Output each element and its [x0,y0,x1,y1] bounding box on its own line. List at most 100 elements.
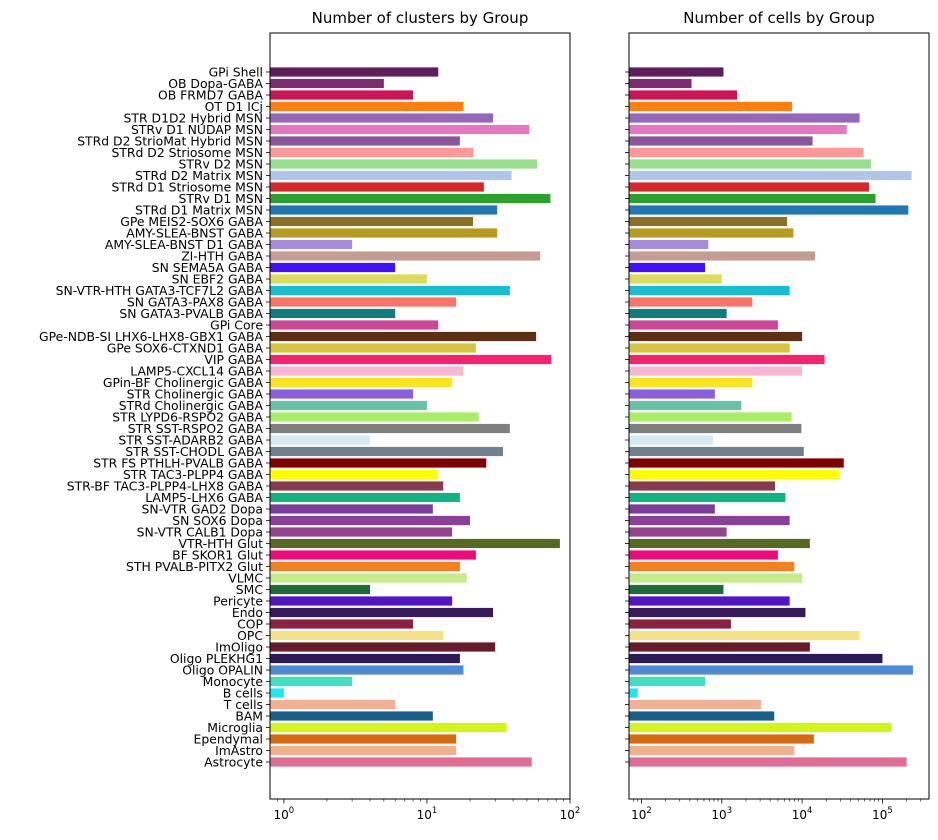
clusters-bar [270,458,487,468]
cells-x-ticks: 102 103 104 105 [631,799,922,822]
category-label: GPe MEIS2-SOX6 GABA [120,214,263,229]
clusters-bar [270,331,537,342]
clusters-bar [270,274,427,284]
category-label: STRd D1 Matrix MSN [135,202,263,217]
clusters-bar [270,67,439,77]
cells-bar [629,665,913,675]
clusters-bar [270,320,439,330]
cells-bar [629,354,825,365]
cells-bar [629,550,778,560]
clusters-bar [270,205,498,215]
category-label: LAMP5-LHX6 GABA [145,490,263,505]
clusters-bar [270,722,507,733]
cells-bar [629,412,792,422]
category-label: GPe SOX6-CTXND1 GABA [107,340,264,355]
cells-bar [629,67,724,77]
cells-bar [629,331,803,342]
category-label: STR SST-CHODL GABA [125,444,263,459]
clusters-bar [270,354,552,365]
category-label: GPi Core [210,317,263,332]
cells-x-tick-label: 103 [711,806,732,822]
cells-bar [629,435,714,445]
category-label: ImAstro [215,743,263,758]
cells-bars [629,67,913,767]
cells-bar [629,159,871,169]
clusters-bar [270,147,474,158]
clusters-chart-title: Number of clusters by Group [312,9,529,27]
clusters-bar [270,159,538,169]
category-label: SN GATA3-PVALB GABA [119,306,263,321]
category-label: Pericyte [213,593,263,608]
clusters-bar [270,688,284,698]
clusters-bar [270,538,560,549]
cells-bar [629,239,709,250]
category-label: STR TAC3-PLPP4 GABA [123,467,264,482]
cells-bar [629,458,844,468]
cells-bar [629,527,727,537]
clusters-bar [270,757,532,767]
cells-x-tick-label: 104 [792,806,813,822]
clusters-bar [270,377,453,388]
category-label: STRd D2 Striosome MSN [111,145,263,160]
category-label: Ependymal [194,731,263,746]
clusters-bar [270,285,510,296]
clusters-bar [270,745,457,756]
category-label: OPC [237,628,263,643]
category-label: SN SEMA5A GABA [152,260,264,275]
cells-bar [629,377,753,388]
category-label: SN-VTR-HTH GATA3-TCF7L2 GABA [56,283,264,298]
category-label: T cells [223,697,263,712]
cells-bar [629,113,860,123]
category-label: VTR-HTH Glut [178,536,263,551]
category-label: BF SKOR1 Glut [172,547,263,562]
cells-bar [629,745,795,756]
clusters-bar [270,308,396,319]
cells-bar [629,481,776,491]
category-label: SN GATA3-PAX8 GABA [127,294,264,309]
clusters-bar [270,297,457,307]
clusters-bar [270,492,460,503]
cells-bar [629,446,804,457]
clusters-bar [270,78,384,89]
cells-bar [629,182,869,192]
clusters-bar [270,481,444,491]
cells-bar [629,619,731,629]
cells-panel: Number of cells by Group 102 103 104 105 [625,9,930,822]
category-label: SN-VTR CALB1 Dopa [137,524,263,539]
cells-y-ticks [625,71,629,763]
clusters-bar [270,642,496,652]
cells-bar [629,262,706,273]
cells-bar [629,722,892,733]
cells-bar [629,101,793,112]
clusters-bar [270,124,530,135]
clusters-bar [270,193,551,204]
cells-bar [629,653,883,664]
clusters-bar [270,101,464,112]
category-label: GPi Shell [209,64,263,79]
cells-bar [629,251,816,261]
clusters-bar [270,596,453,606]
cells-bar [629,400,742,411]
category-label: STR Cholinergic GABA [127,386,264,401]
clusters-bar [270,182,484,192]
cells-bar [629,642,810,652]
category-label: STRv D2 MSN [178,156,263,171]
category-label: STRd D1 Striosome MSN [111,179,263,194]
clusters-bar [270,216,474,227]
category-label: VIP GABA [204,352,263,367]
cells-bar [629,492,786,503]
category-label: B cells [223,685,263,700]
clusters-bar [270,734,457,744]
clusters-bar [270,228,498,238]
category-label: VLMC [228,570,263,585]
cells-bar [629,343,790,353]
category-label: STRd Cholinergic GABA [119,398,264,413]
clusters-x-tick-label: 101 [417,806,438,822]
cells-bar [629,676,706,687]
cells-bar [629,561,795,572]
clusters-bar [270,343,476,353]
category-label: COP [237,616,263,631]
cells-bar [629,699,762,710]
clusters-bar [270,561,460,572]
